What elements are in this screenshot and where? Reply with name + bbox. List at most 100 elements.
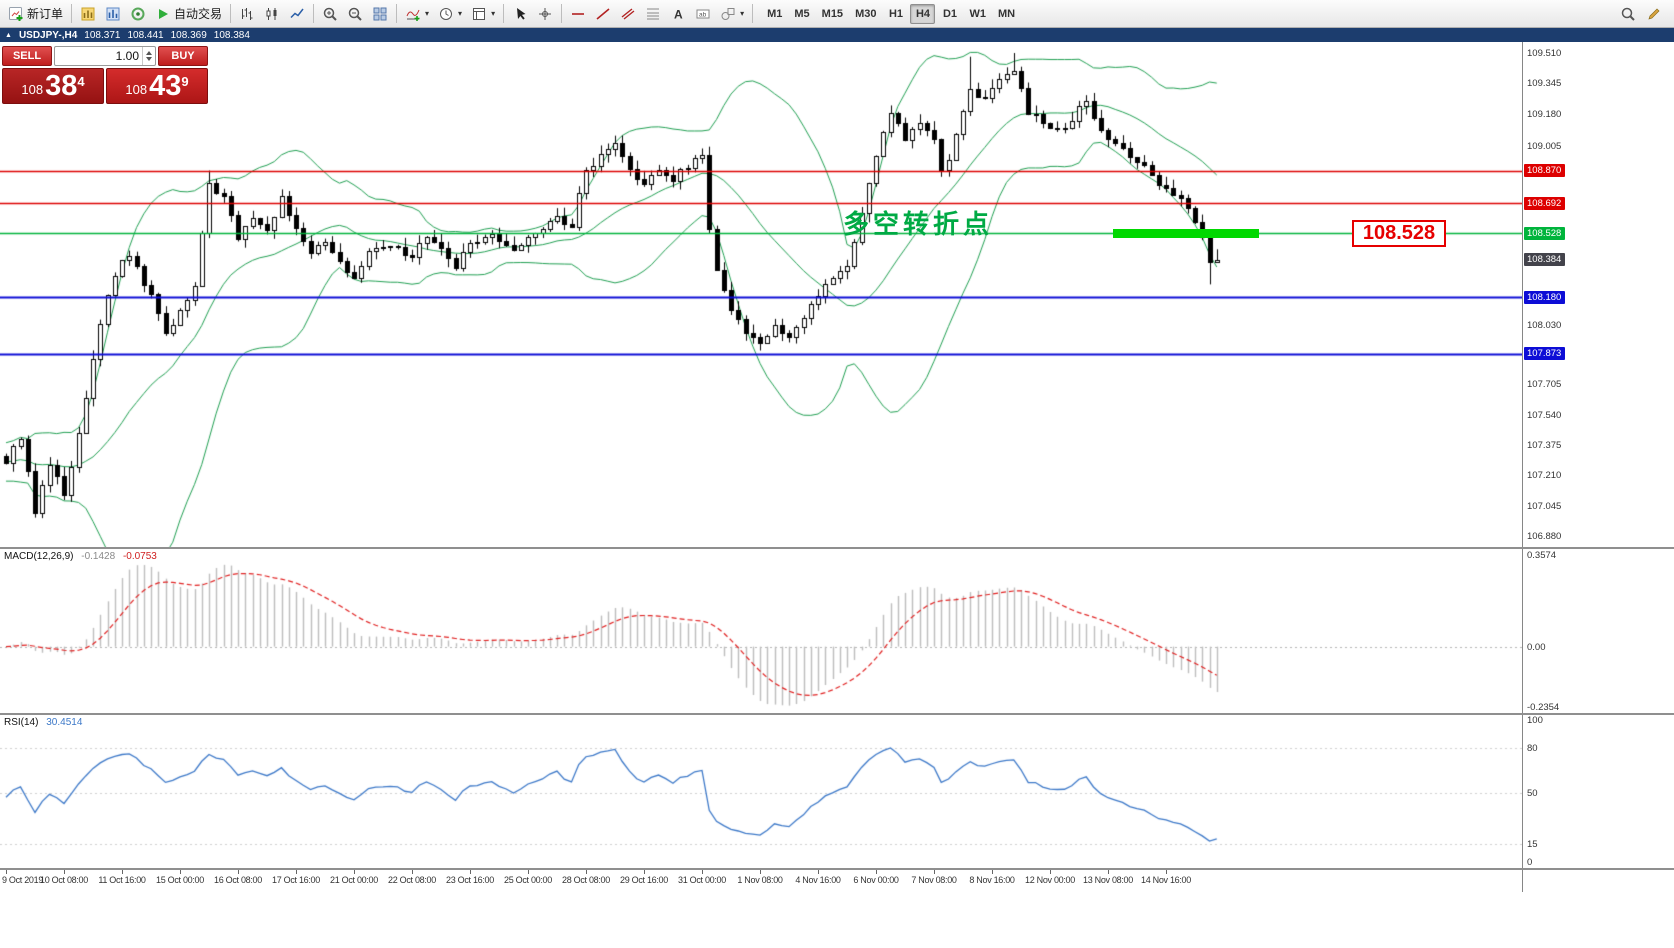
support-highlight-band[interactable] [1113, 228, 1259, 238]
time-axis-label: 22 Oct 08:00 [388, 875, 436, 885]
time-axis-tick [1166, 870, 1167, 874]
time-axis-tick [528, 870, 529, 874]
timeframe-m30-button[interactable]: M30 [850, 4, 881, 24]
new-order-button[interactable]: 新订单 [4, 2, 67, 25]
macd-axis-label: 0.3574 [1527, 550, 1557, 561]
fibonacci-icon [647, 8, 660, 19]
time-axis-label: 1 Nov 08:00 [737, 875, 783, 885]
trendline-tool-button[interactable] [591, 2, 615, 25]
auto-trading-button[interactable]: 自动交易 [151, 2, 226, 25]
channel-tool-button[interactable] [616, 2, 640, 25]
line-chart-button[interactable] [285, 2, 309, 25]
main-toolbar: 新订单 自动交易 [0, 0, 1674, 28]
timeframe-m5-button[interactable]: M5 [789, 4, 814, 24]
panel-splitter[interactable] [0, 868, 1674, 870]
rsi-value: 30.4514 [46, 717, 83, 728]
text-tool-button[interactable]: A [666, 2, 690, 25]
candlestick-chart-icon [266, 7, 277, 20]
price-axis-label: 107.045 [1527, 500, 1562, 512]
market-watch-icon [106, 7, 120, 20]
volume-field[interactable]: 1.00 [54, 46, 156, 66]
panel-splitter[interactable] [0, 713, 1674, 715]
time-axis-tick [6, 870, 7, 874]
toolbar-separator [752, 4, 754, 23]
rsi-axis[interactable]: 100 80 50 15 0 [1522, 715, 1674, 868]
volume-spinner[interactable] [142, 47, 155, 65]
shapes-icon [721, 7, 735, 20]
buy-price-prefix: 108 [125, 82, 148, 97]
sell-price-button[interactable]: 108 38 4 [2, 68, 104, 104]
rsi-axis-label: 50 [1527, 787, 1538, 799]
expand-marker-icon: ▲ [5, 31, 12, 39]
rsi-canvas[interactable] [0, 715, 1522, 868]
main-chart-canvas[interactable] [0, 42, 1522, 547]
timeframe-h4-button[interactable]: H4 [910, 3, 936, 24]
shapes-tool-button[interactable]: ▾ [716, 2, 748, 25]
sell-button[interactable]: SELL [2, 46, 52, 66]
navigator-icon [131, 7, 145, 20]
search-button[interactable] [1616, 2, 1640, 25]
timeframe-d1-button[interactable]: D1 [937, 4, 962, 24]
timeframe-w1-button[interactable]: W1 [964, 4, 991, 24]
time-axis-label: 13 Nov 08:00 [1083, 875, 1133, 885]
timeframe-m15-button[interactable]: M15 [817, 4, 848, 24]
cursor-button[interactable] [508, 2, 532, 25]
periods-button[interactable]: ▾ [434, 2, 466, 25]
new-chart-button[interactable] [76, 2, 100, 25]
text-label-tool-button[interactable]: ab [691, 2, 715, 25]
candlestick-chart-button[interactable] [260, 2, 284, 25]
buy-button[interactable]: BUY [158, 46, 208, 66]
crosshair-button[interactable] [533, 2, 557, 25]
macd-canvas[interactable] [0, 549, 1522, 713]
feedback-button[interactable] [1642, 2, 1666, 25]
time-axis-tick [354, 870, 355, 874]
new-order-icon [9, 6, 23, 21]
market-watch-button[interactable] [101, 2, 125, 25]
zoom-out-button[interactable] [343, 2, 367, 25]
price-tag: 108.384 [1524, 253, 1566, 267]
macd-axis[interactable]: 0.3574 0.00 -0.2354 [1522, 549, 1674, 713]
time-axis-label: 16 Oct 08:00 [214, 875, 262, 885]
zoom-in-button[interactable] [318, 2, 342, 25]
buy-price-big: 43 [149, 70, 182, 102]
fibonacci-tool-button[interactable] [641, 2, 665, 25]
price-callout-label[interactable]: 108.528 [1352, 219, 1446, 247]
line-chart-icon [290, 8, 304, 18]
templates-button[interactable]: ▾ [467, 2, 499, 25]
bar-chart-button[interactable] [235, 2, 259, 25]
empty-area [0, 892, 1674, 948]
horizontal-line-tool-button[interactable] [566, 2, 590, 25]
new-order-label: 新订单 [27, 7, 64, 21]
timeframe-m1-button[interactable]: M1 [762, 4, 787, 24]
chart-low-value: 108.369 [170, 29, 207, 41]
chart-high-value: 108.441 [127, 29, 164, 41]
indicators-button[interactable]: ▾ [401, 2, 433, 25]
search-icon [1621, 7, 1635, 21]
text-icon: A [674, 7, 683, 21]
macd-panel: MACD(12,26,9) -0.1428 -0.0753 [0, 549, 1522, 713]
dropdown-caret-icon: ▾ [740, 9, 745, 18]
panel-splitter[interactable] [0, 547, 1674, 549]
time-axis-tick [818, 870, 819, 874]
rsi-panel: RSI(14) 30.4514 [0, 715, 1522, 868]
price-axis[interactable]: 109.510 109.345 109.180 109.005 108.030 107.7… [1522, 42, 1674, 547]
time-axis-label: 21 Oct 00:00 [330, 875, 378, 885]
time-axis-tick [876, 870, 877, 874]
tile-windows-button[interactable] [368, 2, 392, 25]
templates-icon [473, 7, 486, 20]
chart-annotation-text[interactable]: 多空转折点 [843, 209, 994, 240]
buy-price-button[interactable]: 108 43 9 [106, 68, 208, 104]
volume-up-arrow-icon[interactable] [146, 51, 152, 55]
sell-price-big: 38 [45, 70, 78, 102]
volume-value[interactable]: 1.00 [115, 49, 139, 63]
timeframe-mn-button[interactable]: MN [993, 4, 1020, 24]
time-axis-label: 6 Nov 00:00 [853, 875, 899, 885]
auto-trading-play-icon [159, 8, 169, 19]
volume-down-arrow-icon[interactable] [146, 57, 152, 61]
time-axis[interactable]: 9 Oct 2019 10 Oct 08:00 11 Oct 16:00 15 Oct… [0, 870, 1522, 892]
macd-label: MACD(12,26,9) [4, 551, 74, 562]
timeframe-h1-button[interactable]: H1 [883, 4, 908, 24]
trade-panel-top-row: SELL 1.00 BUY [2, 46, 208, 66]
price-tag: 108.528 [1524, 226, 1566, 240]
navigator-button[interactable] [126, 2, 150, 25]
